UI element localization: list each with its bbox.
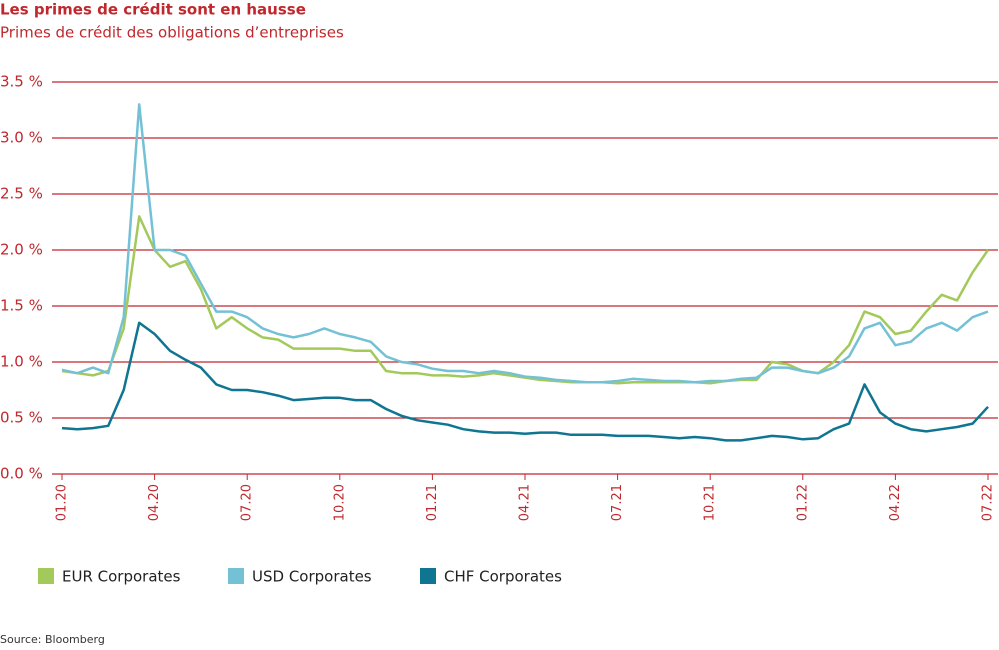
chart-title: Les primes de crédit sont en hausse	[0, 1, 306, 19]
y-tick-label: 3.0 %	[0, 129, 43, 147]
x-tick-label: 10.21	[703, 484, 718, 521]
source: Source: Bloomberg	[0, 633, 105, 646]
x-tick-label: 01.21	[425, 484, 440, 521]
legend-swatch	[228, 568, 244, 584]
y-tick-label: 0.0 %	[0, 465, 43, 483]
y-tick-label: 0.5 %	[0, 409, 43, 427]
legend-swatch	[420, 568, 436, 584]
y-tick-label: 1.0 %	[0, 353, 43, 371]
series-line	[61, 321, 989, 442]
legend-label: USD Corporates	[252, 568, 372, 586]
x-tick-label: 04.20	[147, 484, 162, 521]
series-line	[61, 103, 989, 384]
legend-label: CHF Corporates	[444, 568, 562, 586]
legend-label: EUR Corporates	[62, 568, 181, 586]
x-tick-label: 10.20	[332, 484, 347, 521]
y-tick-label: 1.5 %	[0, 297, 43, 315]
x-tick-label: 07.21	[610, 484, 625, 521]
y-tick-label: 2.0 %	[0, 241, 43, 259]
x-tick-label: 01.20	[55, 484, 70, 521]
x-tick-label: 04.22	[888, 484, 903, 521]
y-tick-label: 3.5 %	[0, 73, 43, 91]
x-tick-label: 07.22	[981, 484, 996, 521]
chart-subtitle: Primes de crédit des obligations d’entre…	[0, 24, 344, 42]
x-tick-label: 07.20	[240, 484, 255, 521]
legend-swatch	[38, 568, 54, 584]
series-line	[61, 215, 990, 385]
y-tick-label: 2.5 %	[0, 185, 43, 203]
x-tick-label: 04.21	[518, 484, 533, 521]
x-tick-label: 01.22	[795, 484, 810, 521]
